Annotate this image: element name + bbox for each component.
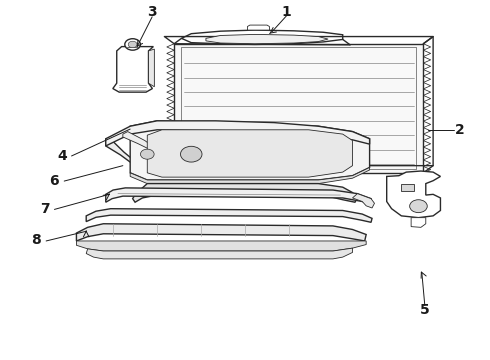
Circle shape — [125, 39, 141, 50]
Polygon shape — [106, 188, 371, 203]
Polygon shape — [76, 224, 366, 241]
Polygon shape — [387, 171, 441, 218]
Polygon shape — [106, 139, 143, 169]
Polygon shape — [206, 35, 328, 44]
Polygon shape — [86, 209, 372, 222]
Polygon shape — [76, 241, 366, 251]
Text: 3: 3 — [147, 5, 157, 19]
Circle shape — [128, 41, 137, 48]
Text: 4: 4 — [57, 149, 67, 163]
Circle shape — [180, 146, 202, 162]
Polygon shape — [130, 167, 369, 184]
Polygon shape — [148, 49, 154, 87]
Text: 8: 8 — [31, 233, 41, 247]
Polygon shape — [106, 121, 369, 146]
Polygon shape — [113, 46, 153, 92]
Polygon shape — [174, 44, 423, 173]
Polygon shape — [352, 194, 374, 208]
Polygon shape — [147, 130, 352, 177]
Text: 6: 6 — [49, 174, 58, 188]
Polygon shape — [86, 248, 352, 259]
Polygon shape — [130, 121, 369, 180]
Polygon shape — [247, 25, 270, 30]
Polygon shape — [401, 184, 414, 192]
Polygon shape — [123, 132, 155, 150]
Polygon shape — [181, 30, 343, 44]
Text: 7: 7 — [40, 202, 49, 216]
Text: 2: 2 — [455, 123, 465, 137]
Text: 5: 5 — [420, 303, 430, 317]
Circle shape — [141, 149, 154, 159]
Polygon shape — [133, 184, 357, 202]
Polygon shape — [411, 218, 426, 227]
Circle shape — [410, 200, 427, 213]
Text: 1: 1 — [282, 5, 292, 19]
